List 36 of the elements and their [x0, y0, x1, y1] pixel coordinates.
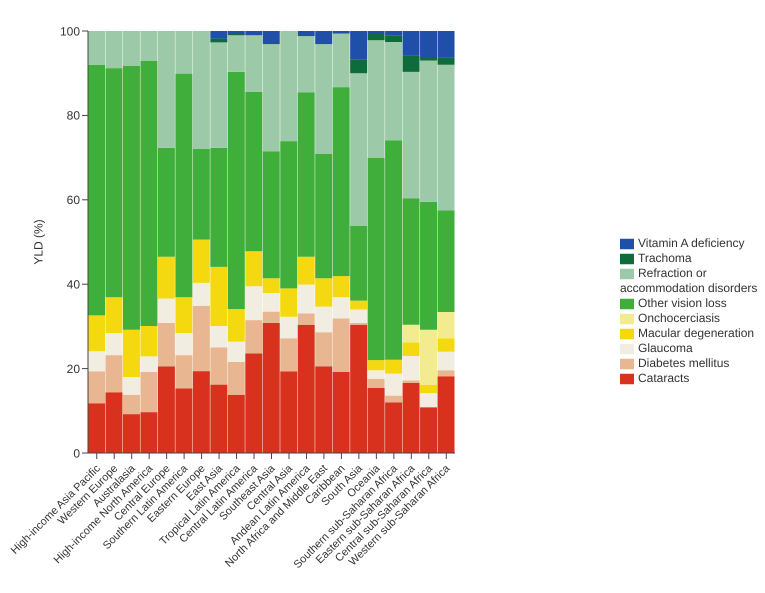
bar — [402, 342, 420, 356]
legend-label: Refraction or accommodation disorders — [620, 266, 758, 295]
bar — [158, 298, 175, 324]
bar — [192, 282, 210, 306]
legend-label: Glaucoma — [638, 341, 693, 355]
bar — [175, 333, 192, 356]
bar — [280, 338, 298, 372]
legend-label: Macular degeneration — [638, 326, 754, 340]
bar — [280, 316, 298, 338]
bar — [350, 300, 368, 310]
bar — [438, 338, 455, 352]
bar — [140, 356, 158, 372]
bar — [210, 38, 228, 42]
bar — [420, 393, 438, 407]
bar — [385, 396, 402, 402]
legend-label: Cataracts — [638, 371, 690, 385]
y-tick-label: 20 — [66, 362, 80, 376]
bar — [350, 60, 368, 74]
y-axis-title: YLD (%) — [31, 219, 46, 265]
legend-label: Diabetes mellitus — [638, 356, 730, 370]
y-tick-label: 100 — [60, 24, 80, 38]
bar — [402, 380, 420, 383]
legend-label: Other vision loss — [638, 296, 727, 310]
bar — [438, 352, 455, 370]
y-tick-label: 0 — [73, 446, 80, 460]
bar — [420, 385, 438, 394]
y-tick-label: 40 — [66, 277, 80, 292]
bar — [122, 377, 140, 395]
y-tick-label: 80 — [66, 108, 80, 123]
legend-label: Trachoma — [638, 251, 692, 265]
bar — [368, 378, 385, 388]
legend-label: Vitamin A deficiency — [638, 236, 745, 250]
bar — [298, 313, 315, 325]
y-tick-label: 60 — [66, 193, 80, 208]
bar — [438, 370, 455, 376]
legend-label: Onchocerciasis — [638, 311, 720, 325]
